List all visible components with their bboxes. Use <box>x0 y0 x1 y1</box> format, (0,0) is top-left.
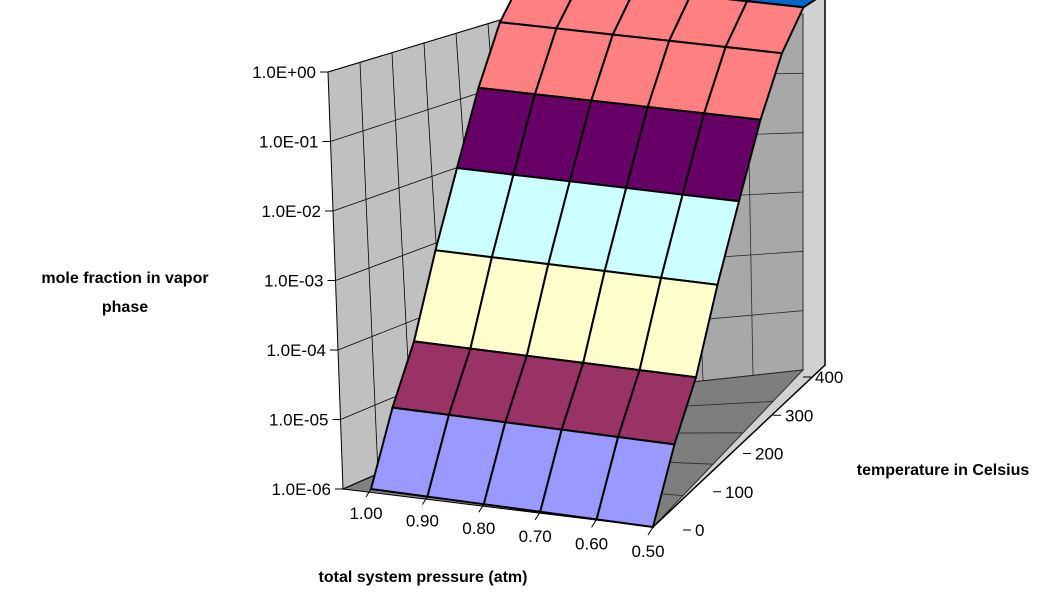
z-axis-title-line-1: mole fraction in vapor <box>41 270 208 287</box>
z-tick-label: 1.0E-05 <box>269 411 329 430</box>
y-tick-label: 100 <box>725 483 753 502</box>
x-tick-mark <box>647 526 654 536</box>
z-tick-label: 1.0E-03 <box>264 272 324 291</box>
x-tick-mark <box>591 519 598 528</box>
y-axis-title: temperature in Celsius <box>857 462 1030 479</box>
x-tick-label: 0.90 <box>406 512 439 531</box>
x-tick-label: 0.60 <box>575 534 608 553</box>
x-tick-label: 0.70 <box>519 527 552 546</box>
y-tick-label: 300 <box>785 406 813 425</box>
left-wall-vline <box>359 62 379 474</box>
x-axis-title: total system pressure (atm) <box>319 569 528 586</box>
z-axis-title-line-2: phase <box>102 299 148 316</box>
y-tick-label: 200 <box>755 445 783 464</box>
x-tick-label: 0.80 <box>462 519 495 538</box>
x-tick-mark <box>534 511 541 521</box>
z-tick-label: 1.0E-01 <box>259 133 319 152</box>
z-tick-label: 1.0E-02 <box>261 202 321 221</box>
x-tick-mark <box>421 496 428 505</box>
chart-axes: 1.0E-06 1.0E-05 1.0E-04 1.0E-03 1.0E-02 1.0E-… <box>252 63 843 561</box>
z-tick-label: 1.0E+00 <box>252 63 316 82</box>
surface-plot <box>369 0 826 530</box>
z-tick-label: 1.0E-06 <box>271 480 331 499</box>
x-tick-mark <box>365 488 372 498</box>
z-tick-label: 1.0E-04 <box>266 341 326 360</box>
chart-labels: mole fraction in vapor phase total syste… <box>41 270 1029 586</box>
y-tick-label: 0 <box>695 521 704 540</box>
x-tick-label: 0.50 <box>631 542 664 561</box>
x-tick-label: 1.00 <box>349 504 382 523</box>
x-tick-mark <box>478 503 485 513</box>
y-tick-label: 400 <box>815 368 843 387</box>
surface-side <box>651 0 826 530</box>
